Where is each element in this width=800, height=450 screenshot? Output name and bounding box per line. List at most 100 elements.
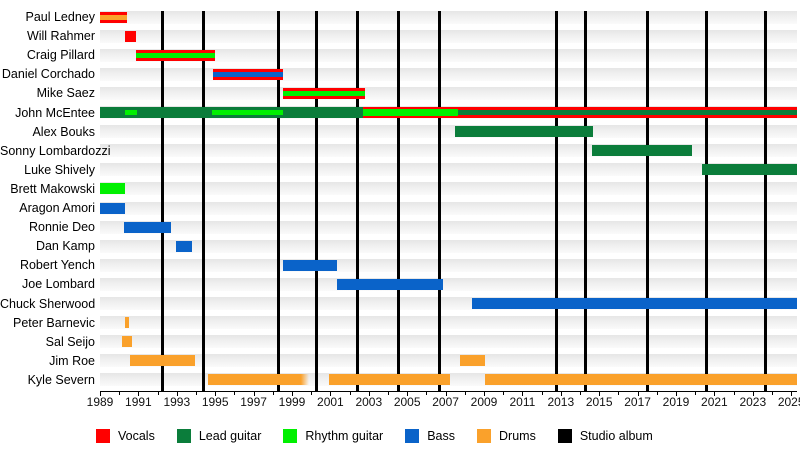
axis-tick — [388, 392, 389, 395]
timeline-bar — [100, 14, 128, 20]
timeline-bar — [472, 298, 797, 309]
member-name-label: Alex Bouks — [32, 124, 95, 139]
timeline-bar — [329, 374, 450, 386]
legend-label: Vocals — [118, 429, 155, 443]
drums-legend-swatch — [477, 429, 492, 443]
member-name-label: Ronnie Deo — [28, 220, 95, 235]
timeline-bar — [336, 278, 443, 290]
axis-tick — [368, 392, 370, 396]
timeline-bar — [129, 355, 196, 367]
legend-item: Rhythm guitar — [283, 429, 383, 443]
axis-tick — [752, 392, 754, 396]
timeline-row-band — [100, 86, 797, 100]
timeline-row-band — [100, 316, 797, 330]
axis-tick — [656, 392, 658, 395]
album-marker-line — [645, 11, 649, 391]
legend-item: Lead guitar — [176, 429, 261, 443]
legend-item: Studio album — [557, 429, 653, 443]
timeline-row-band — [100, 163, 797, 177]
axis-year-label: 1989 — [86, 395, 114, 409]
axis-tick — [176, 392, 178, 396]
timeline-bar — [124, 221, 172, 233]
timeline-bar — [282, 259, 337, 271]
member-name-label: Chuck Sherwood — [0, 296, 96, 311]
axis-tick — [676, 392, 677, 396]
timeline-bar — [282, 90, 365, 96]
legend-item: Drums — [477, 429, 536, 443]
axis-tick — [637, 392, 639, 396]
member-name-label: Dan Kamp — [35, 239, 95, 254]
member-name-label: Kyle Severn — [27, 372, 95, 387]
legend-item: Bass — [405, 429, 455, 443]
timeline-bar — [211, 110, 283, 115]
member-name-label: Peter Barnevic — [13, 315, 95, 330]
axis-tick — [445, 392, 447, 396]
timeline-row-band — [100, 277, 797, 291]
timeline-bar — [122, 336, 133, 348]
axis-tick — [503, 392, 505, 395]
timeline-bar — [701, 164, 797, 176]
member-name-label: Daniel Corchado — [1, 67, 95, 82]
timeline-row-band — [100, 335, 797, 349]
axis-year-label: 1999 — [278, 395, 306, 409]
member-name-label: John McEntee — [15, 105, 95, 120]
axis-tick — [464, 392, 466, 395]
axis-tick — [580, 392, 581, 395]
timeline-bar — [455, 126, 594, 138]
album-marker-line — [397, 11, 401, 391]
axis-tick — [772, 392, 773, 395]
axis-tick — [196, 392, 197, 395]
timeline-bar — [100, 202, 125, 214]
rhythm-guitar-legend-swatch — [283, 429, 298, 443]
axis-year-label: 2011 — [509, 395, 536, 409]
timeline-bar — [363, 109, 459, 116]
legend: Vocals Lead guitar Rhythm guitar Bass Drums S… — [96, 429, 653, 443]
axis-tick — [215, 392, 217, 396]
axis-tick — [100, 392, 101, 396]
album-marker-line — [277, 11, 281, 391]
axis-tick — [330, 392, 332, 396]
axis-tick — [138, 392, 140, 396]
axis-year-label: 2005 — [393, 395, 421, 409]
timeline-bar — [136, 52, 215, 58]
legend-item: Vocals — [96, 429, 155, 443]
timeline-row-band — [100, 10, 797, 24]
member-name-label: Aragon Amori — [19, 201, 95, 215]
album-marker-line — [315, 11, 319, 391]
member-name-label: Sal Seijo — [45, 334, 95, 349]
axis-tick — [599, 392, 601, 396]
axis-tick — [791, 392, 793, 396]
album-marker-line — [584, 11, 588, 391]
bass-legend-swatch — [405, 429, 420, 443]
album-marker-line — [160, 11, 164, 391]
legend-label: Rhythm guitar — [305, 429, 384, 443]
axis-year-label: 2013 — [547, 395, 575, 409]
album-marker-line — [705, 11, 709, 391]
axis-tick — [733, 392, 735, 395]
timeline-bar — [124, 317, 129, 329]
axis-tick — [311, 392, 313, 395]
member-name-label: Jim Roe — [49, 353, 95, 368]
axis-tick — [484, 392, 485, 396]
timeline-bar — [124, 30, 137, 42]
member-name-label: Will Rahmer — [26, 29, 95, 44]
member-name-label: Sonny Lombardozzi — [0, 143, 111, 158]
album-marker-line — [555, 11, 559, 391]
axis-year-label: 2023 — [739, 395, 767, 409]
album-marker-line — [355, 11, 359, 391]
member-name-label: Joe Lombard — [22, 277, 95, 292]
axis-tick — [253, 392, 255, 396]
timeline-bar — [208, 374, 310, 386]
axis-year-label: 2007 — [432, 395, 459, 409]
timeline-bar — [592, 145, 692, 157]
timeline-row-band — [100, 182, 797, 196]
x-axis-line — [100, 391, 797, 392]
member-name-label: Paul Ledney — [25, 10, 95, 24]
axis-tick — [426, 392, 428, 395]
axis-year-label: 2015 — [585, 395, 613, 409]
axis-tick — [541, 392, 543, 395]
studio-album-legend-swatch — [557, 429, 572, 443]
member-name-label: Brett Makowski — [10, 181, 95, 196]
album-marker-line — [763, 11, 767, 391]
axis-tick — [714, 392, 716, 396]
